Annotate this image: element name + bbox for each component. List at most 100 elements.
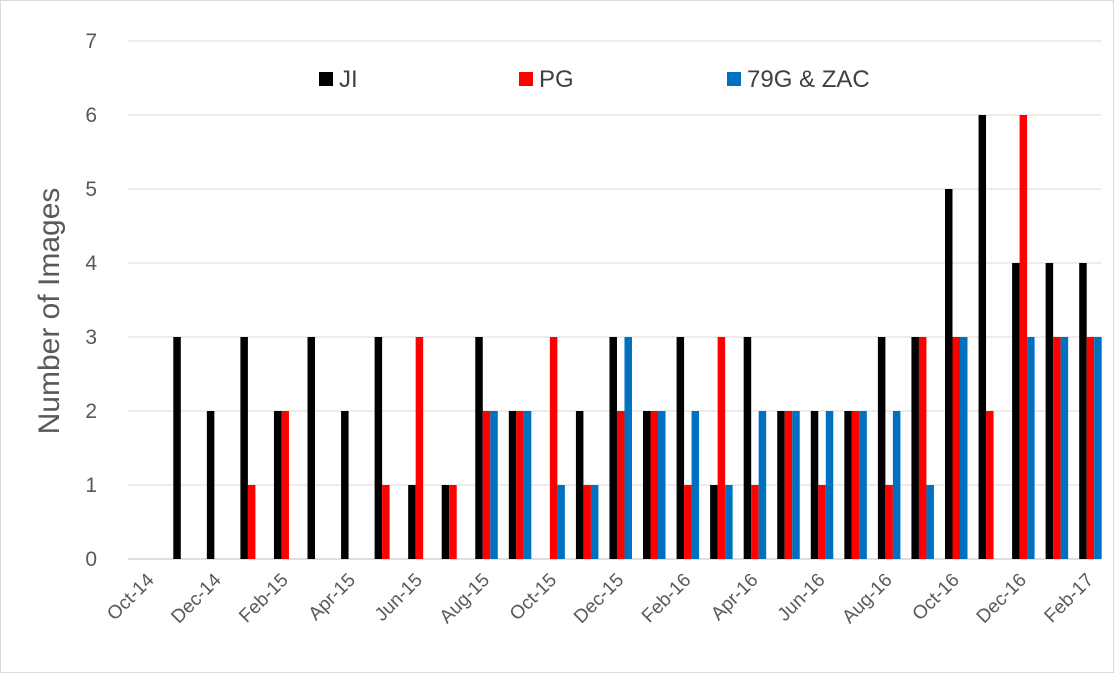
- bar-ji-apr-15: [341, 411, 349, 559]
- bar-79g-zac-oct-16: [959, 337, 968, 559]
- y-tick-label: 0: [85, 548, 97, 571]
- x-tick-label: Oct-14: [103, 569, 158, 624]
- bar-79g-zac-jan-16: [658, 411, 666, 559]
- x-tick-label: Oct-16: [909, 570, 964, 625]
- y-tick-label: 1: [85, 474, 97, 497]
- bar-ji-may-15: [374, 337, 383, 559]
- bar-ji-nov-14: [173, 337, 181, 559]
- legend-swatch: [727, 72, 741, 86]
- bar-79g-zac-mar-16: [725, 485, 733, 559]
- x-tick-label: Oct-15: [506, 570, 561, 625]
- bar-pg-sep-15: [516, 411, 524, 559]
- bar-pg-jul-15: [449, 485, 457, 559]
- bar-pg-aug-15: [482, 411, 491, 559]
- x-tick-label: Aug-16: [838, 570, 896, 628]
- bar-ji-dec-16: [1012, 263, 1020, 559]
- bar-79g-zac-may-16: [792, 411, 800, 559]
- bar-pg-feb-15: [281, 411, 289, 559]
- bar-pg-aug-16: [885, 485, 893, 559]
- bar-pg-apr-16: [751, 485, 759, 559]
- bars: [173, 115, 1102, 559]
- y-tick-label: 2: [85, 400, 97, 423]
- bar-79g-zac-jul-16: [859, 411, 867, 559]
- y-tick-label: 4: [85, 252, 97, 275]
- bar-pg-jun-15: [415, 337, 424, 559]
- legend-label: JI: [339, 66, 358, 93]
- bar-79g-zac-nov-15: [590, 485, 599, 559]
- bar-ji-feb-15: [273, 411, 282, 559]
- bar-ji-apr-16: [743, 337, 752, 559]
- bar-ji-jan-15: [240, 337, 248, 559]
- bar-pg-dec-16: [1019, 115, 1028, 559]
- legend-swatch: [519, 72, 533, 86]
- x-tick-label: Feb-16: [638, 570, 695, 627]
- y-tick-label: 6: [85, 104, 97, 127]
- bar-ji-feb-17: [1079, 263, 1087, 559]
- bar-pg-may-15: [382, 485, 390, 559]
- bar-pg-nov-15: [583, 485, 591, 559]
- legend-label: 79G & ZAC: [747, 66, 870, 93]
- x-tick-label: Dec-16: [973, 570, 1031, 628]
- bar-ji-feb-16: [676, 337, 685, 559]
- bar-pg-may-16: [784, 411, 793, 559]
- bar-79g-zac-sep-15: [523, 411, 532, 559]
- bar-pg-feb-17: [1086, 337, 1095, 559]
- bar-ji-nov-15: [575, 411, 584, 559]
- x-tick-label: Dec-14: [167, 569, 225, 627]
- bar-ji-nov-16: [978, 115, 987, 559]
- bar-79g-zac-dec-16: [1027, 337, 1035, 559]
- bar-pg-jun-16: [818, 485, 826, 559]
- x-tick-label: Apr-16: [707, 570, 762, 625]
- x-tick-label: Aug-15: [436, 570, 494, 628]
- bar-79g-zac-feb-16: [691, 411, 700, 559]
- legend-swatch: [319, 72, 333, 86]
- bar-ji-jan-17: [1045, 263, 1054, 559]
- bar-ji-sep-16: [911, 337, 919, 559]
- bar-ji-jun-16: [810, 411, 819, 559]
- bar-79g-zac-apr-16: [758, 411, 767, 559]
- bar-79g-zac-feb-17: [1094, 337, 1102, 559]
- bar-79g-zac-oct-15: [557, 485, 565, 559]
- x-tick-label: Feb-15: [235, 570, 292, 627]
- x-tick-label: Jun-15: [371, 570, 427, 626]
- bar-79g-zac-jun-16: [825, 411, 834, 559]
- y-tick-label: 3: [85, 326, 97, 349]
- x-tick-label: Jun-16: [774, 570, 830, 626]
- bar-ji-aug-15: [475, 337, 483, 559]
- bar-pg-jan-16: [650, 411, 659, 559]
- bar-ji-may-16: [777, 411, 785, 559]
- bar-ji-dec-14: [206, 411, 215, 559]
- y-axis-title: Number of Images: [33, 188, 66, 435]
- bar-pg-oct-16: [952, 337, 960, 559]
- bar-pg-jul-16: [851, 411, 860, 559]
- bar-pg-nov-16: [986, 411, 994, 559]
- bar-pg-jan-17: [1053, 337, 1061, 559]
- bar-pg-feb-16: [684, 485, 692, 559]
- bar-ji-sep-15: [508, 411, 517, 559]
- bar-ji-aug-16: [877, 337, 886, 559]
- bar-pg-mar-16: [717, 337, 726, 559]
- bar-ji-dec-15: [609, 337, 617, 559]
- bar-ji-mar-16: [710, 485, 718, 559]
- bar-ji-jul-16: [844, 411, 852, 559]
- bar-79g-zac-aug-15: [490, 411, 498, 559]
- bar-79g-zac-sep-16: [926, 485, 934, 559]
- x-tick-label: Apr-15: [305, 570, 360, 625]
- bar-ji-mar-15: [307, 337, 316, 559]
- bar-ji-jun-15: [408, 485, 416, 559]
- y-tick-label: 5: [85, 178, 97, 201]
- x-tick-label: Feb-17: [1041, 570, 1098, 627]
- bar-ji-jan-16: [643, 411, 651, 559]
- bar-pg-sep-16: [918, 337, 927, 559]
- bar-ji-oct-16: [944, 189, 953, 559]
- legend-label: PG: [539, 66, 574, 93]
- x-tick-label: Dec-15: [570, 570, 628, 628]
- bar-pg-dec-15: [616, 411, 625, 559]
- legend: JI PG 79G & ZAC: [319, 66, 870, 93]
- bar-pg-jan-15: [247, 485, 256, 559]
- bar-ji-jul-15: [441, 485, 450, 559]
- bar-79g-zac-jan-17: [1060, 337, 1069, 559]
- bar-79g-zac-dec-15: [624, 337, 632, 559]
